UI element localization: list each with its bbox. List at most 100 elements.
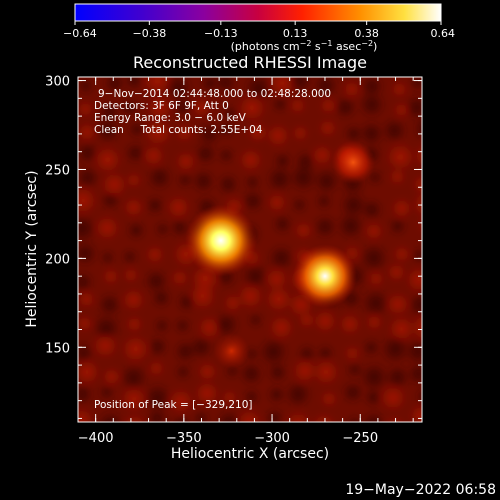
x-tick-label: −250 (342, 431, 378, 446)
texture-blob (146, 94, 173, 121)
texture-blob (418, 217, 422, 231)
annotation-detectors: Detectors: 3F 6F 9F, Att 0 (94, 100, 229, 112)
texture-blob (313, 309, 337, 333)
texture-blob (343, 80, 361, 98)
texture-blob (268, 314, 294, 340)
texture-blob (96, 410, 124, 422)
texture-blob (237, 283, 264, 310)
texture-blob (147, 165, 173, 190)
x-tick-label: −400 (78, 431, 114, 446)
texture-blob (264, 267, 288, 291)
texture-blob (236, 408, 262, 422)
texture-blob (411, 247, 422, 264)
texture-blob (217, 173, 239, 195)
texture-blob (122, 249, 138, 265)
texture-blob (212, 311, 240, 338)
texture-blob (100, 190, 121, 210)
y-tick-label: 200 (45, 252, 70, 267)
texture-blob (123, 267, 139, 283)
texture-blob (120, 98, 139, 117)
texture-blob (121, 334, 150, 364)
texture-blob (368, 271, 384, 287)
annotation-peak-position: Position of Peak = [−329,210] (94, 399, 253, 411)
texture-blob (100, 250, 115, 265)
texture-blob (291, 197, 308, 213)
texture-blob (299, 312, 315, 328)
texture-blob (142, 144, 165, 167)
colorbar-frame (74, 3, 442, 22)
texture-blob (266, 123, 290, 148)
texture-blob (267, 362, 288, 383)
texture-blob (78, 271, 94, 293)
texture-blob (171, 269, 188, 286)
texture-blob (102, 367, 121, 386)
texture-blob (123, 413, 146, 422)
texture-blob (193, 410, 210, 422)
texture-blob (315, 193, 332, 210)
texture-blob (241, 262, 270, 290)
colorbar: −0.64 −0.38 −0.13 0.13 0.38 0.64 (photons cm−… (63, 3, 455, 53)
texture-blob (311, 144, 333, 166)
texture-blob (97, 293, 122, 317)
texture-blob (237, 93, 267, 123)
y-axis-ticks (78, 80, 422, 419)
y-axis-tick-labels: 150 200 250 300 (45, 75, 70, 357)
texture-blob (358, 121, 384, 146)
texture-blob (239, 361, 264, 386)
texture-blob (127, 221, 146, 240)
texture-blob (272, 96, 289, 113)
texture-blob (241, 189, 264, 213)
texture-blob (124, 77, 144, 90)
texture-blob (380, 334, 411, 364)
texture-blob (379, 384, 407, 411)
texture-blob (267, 385, 286, 404)
x-axis-label: Heliocentric X (arcsec) (171, 446, 329, 462)
texture-blob (78, 122, 97, 142)
x-axis-tick-labels: −400 −350 −300 −250 (78, 431, 378, 446)
texture-blob (364, 388, 383, 407)
texture-blob (268, 244, 295, 271)
texture-blob (151, 288, 172, 308)
texture-blob (247, 122, 268, 143)
heatmap-image (78, 77, 422, 422)
texture-blob (216, 409, 243, 422)
texture-blob (321, 391, 337, 407)
texture-blob (145, 245, 164, 264)
source-1 (184, 204, 257, 277)
texture-blob (177, 172, 193, 188)
texture-blob (78, 77, 94, 94)
texture-blob (200, 77, 219, 93)
texture-blob (362, 411, 385, 422)
annotation-time-range: 9−Nov−2014 02:44:48.000 to 02:48:28.000 (98, 88, 331, 100)
texture-blob (175, 364, 191, 380)
texture-blob (144, 269, 168, 293)
texture-blob (267, 193, 287, 212)
texture-blob (345, 346, 360, 361)
texture-blob (243, 389, 260, 405)
heatmap-sources (184, 140, 376, 369)
texture-blob (78, 213, 97, 244)
texture-blob (393, 245, 410, 263)
texture-blob (170, 217, 190, 238)
texture-blob (155, 221, 170, 237)
texture-blob (148, 360, 164, 376)
texture-blob (342, 381, 364, 404)
texture-blob (191, 169, 215, 193)
texture-blob (344, 124, 363, 144)
texture-blob (340, 191, 367, 219)
texture-blob (103, 268, 119, 285)
y-tick-label: 300 (45, 75, 70, 90)
texture-blob (78, 166, 100, 190)
texture-blob (385, 365, 410, 390)
annotation-clean-counts: Clean Total counts: 2.55E+04 (94, 124, 263, 136)
texture-blob (222, 105, 238, 122)
texture-blob (78, 185, 98, 216)
texture-blob (92, 332, 118, 359)
texture-blob (164, 77, 193, 102)
texture-blob (320, 97, 337, 114)
texture-blob (364, 222, 383, 241)
texture-blob (197, 362, 217, 382)
texture-blob (78, 407, 94, 422)
texture-blob (218, 147, 234, 164)
